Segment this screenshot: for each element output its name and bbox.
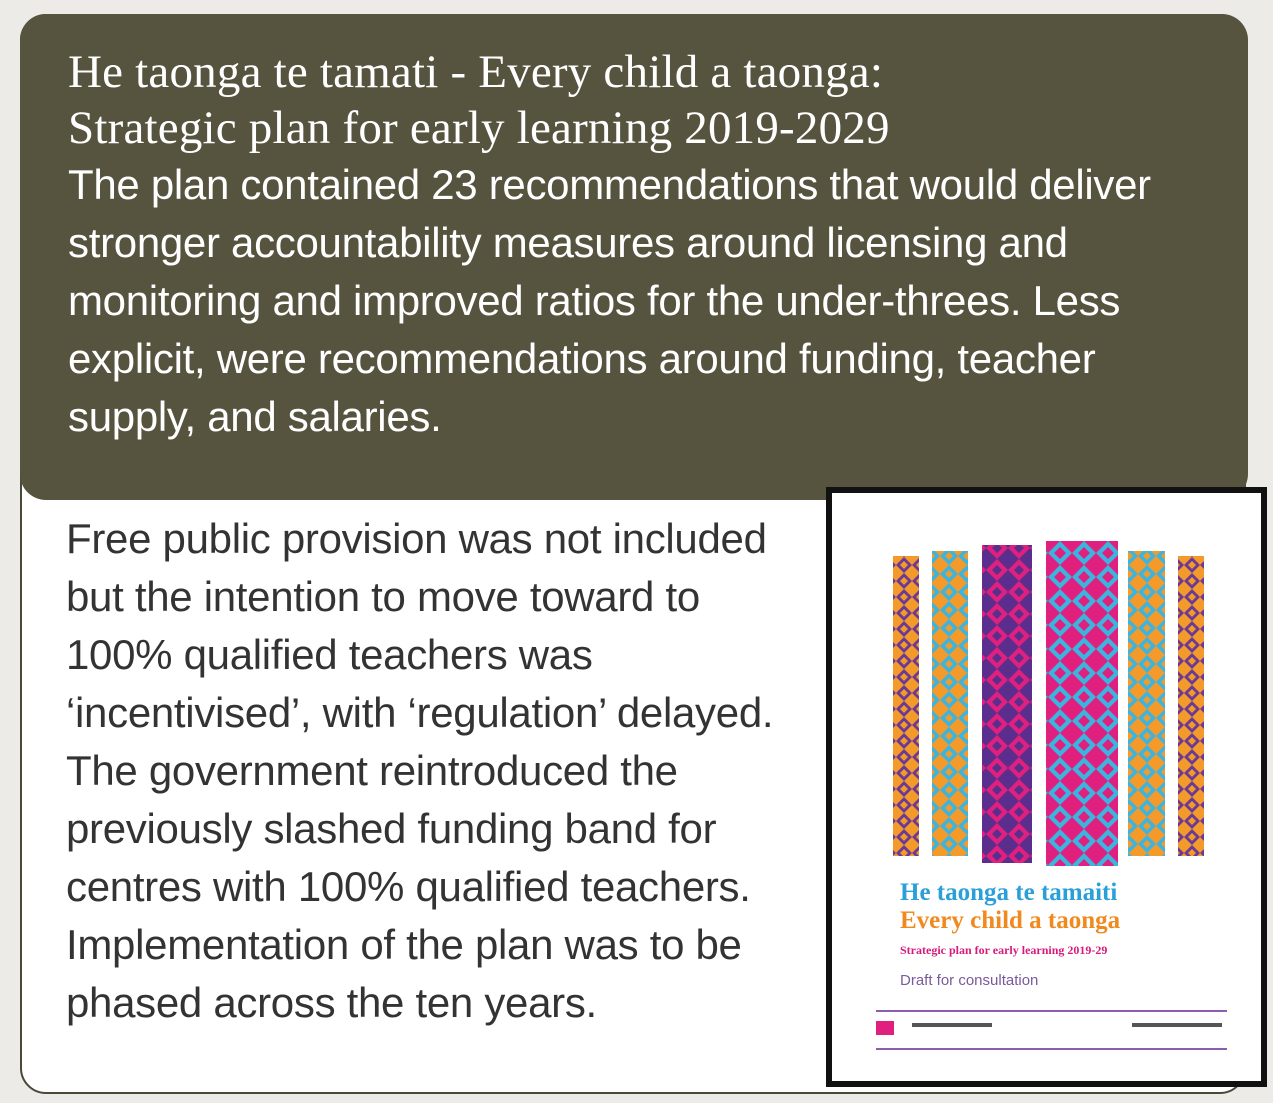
summary: The plan contained 23 recommendations th…: [68, 156, 1168, 446]
body-paragraph: Free public provision was not included b…: [66, 510, 801, 1032]
cover-status: Draft for consultation: [900, 972, 1038, 989]
header-panel: He taonga te tamati - Every child a taon…: [20, 14, 1248, 500]
page: He taonga te tamati - Every child a taon…: [0, 0, 1273, 1103]
title: He taonga te tamati - Every child a taon…: [68, 44, 1208, 156]
cover-art: [832, 493, 1261, 1081]
cover-subtitle: Strategic plan for early learning 2019-2…: [900, 943, 1107, 958]
cover-title-english: Every child a taonga: [900, 907, 1120, 935]
cover-image: He taonga te tamaiti Every child a taong…: [826, 487, 1267, 1087]
cover-title-maori: He taonga te tamaiti: [900, 879, 1117, 907]
title-line: Strategic plan for early learning 2019-2…: [68, 100, 1208, 156]
title-line: He taonga te tamati - Every child a taon…: [68, 44, 1208, 100]
